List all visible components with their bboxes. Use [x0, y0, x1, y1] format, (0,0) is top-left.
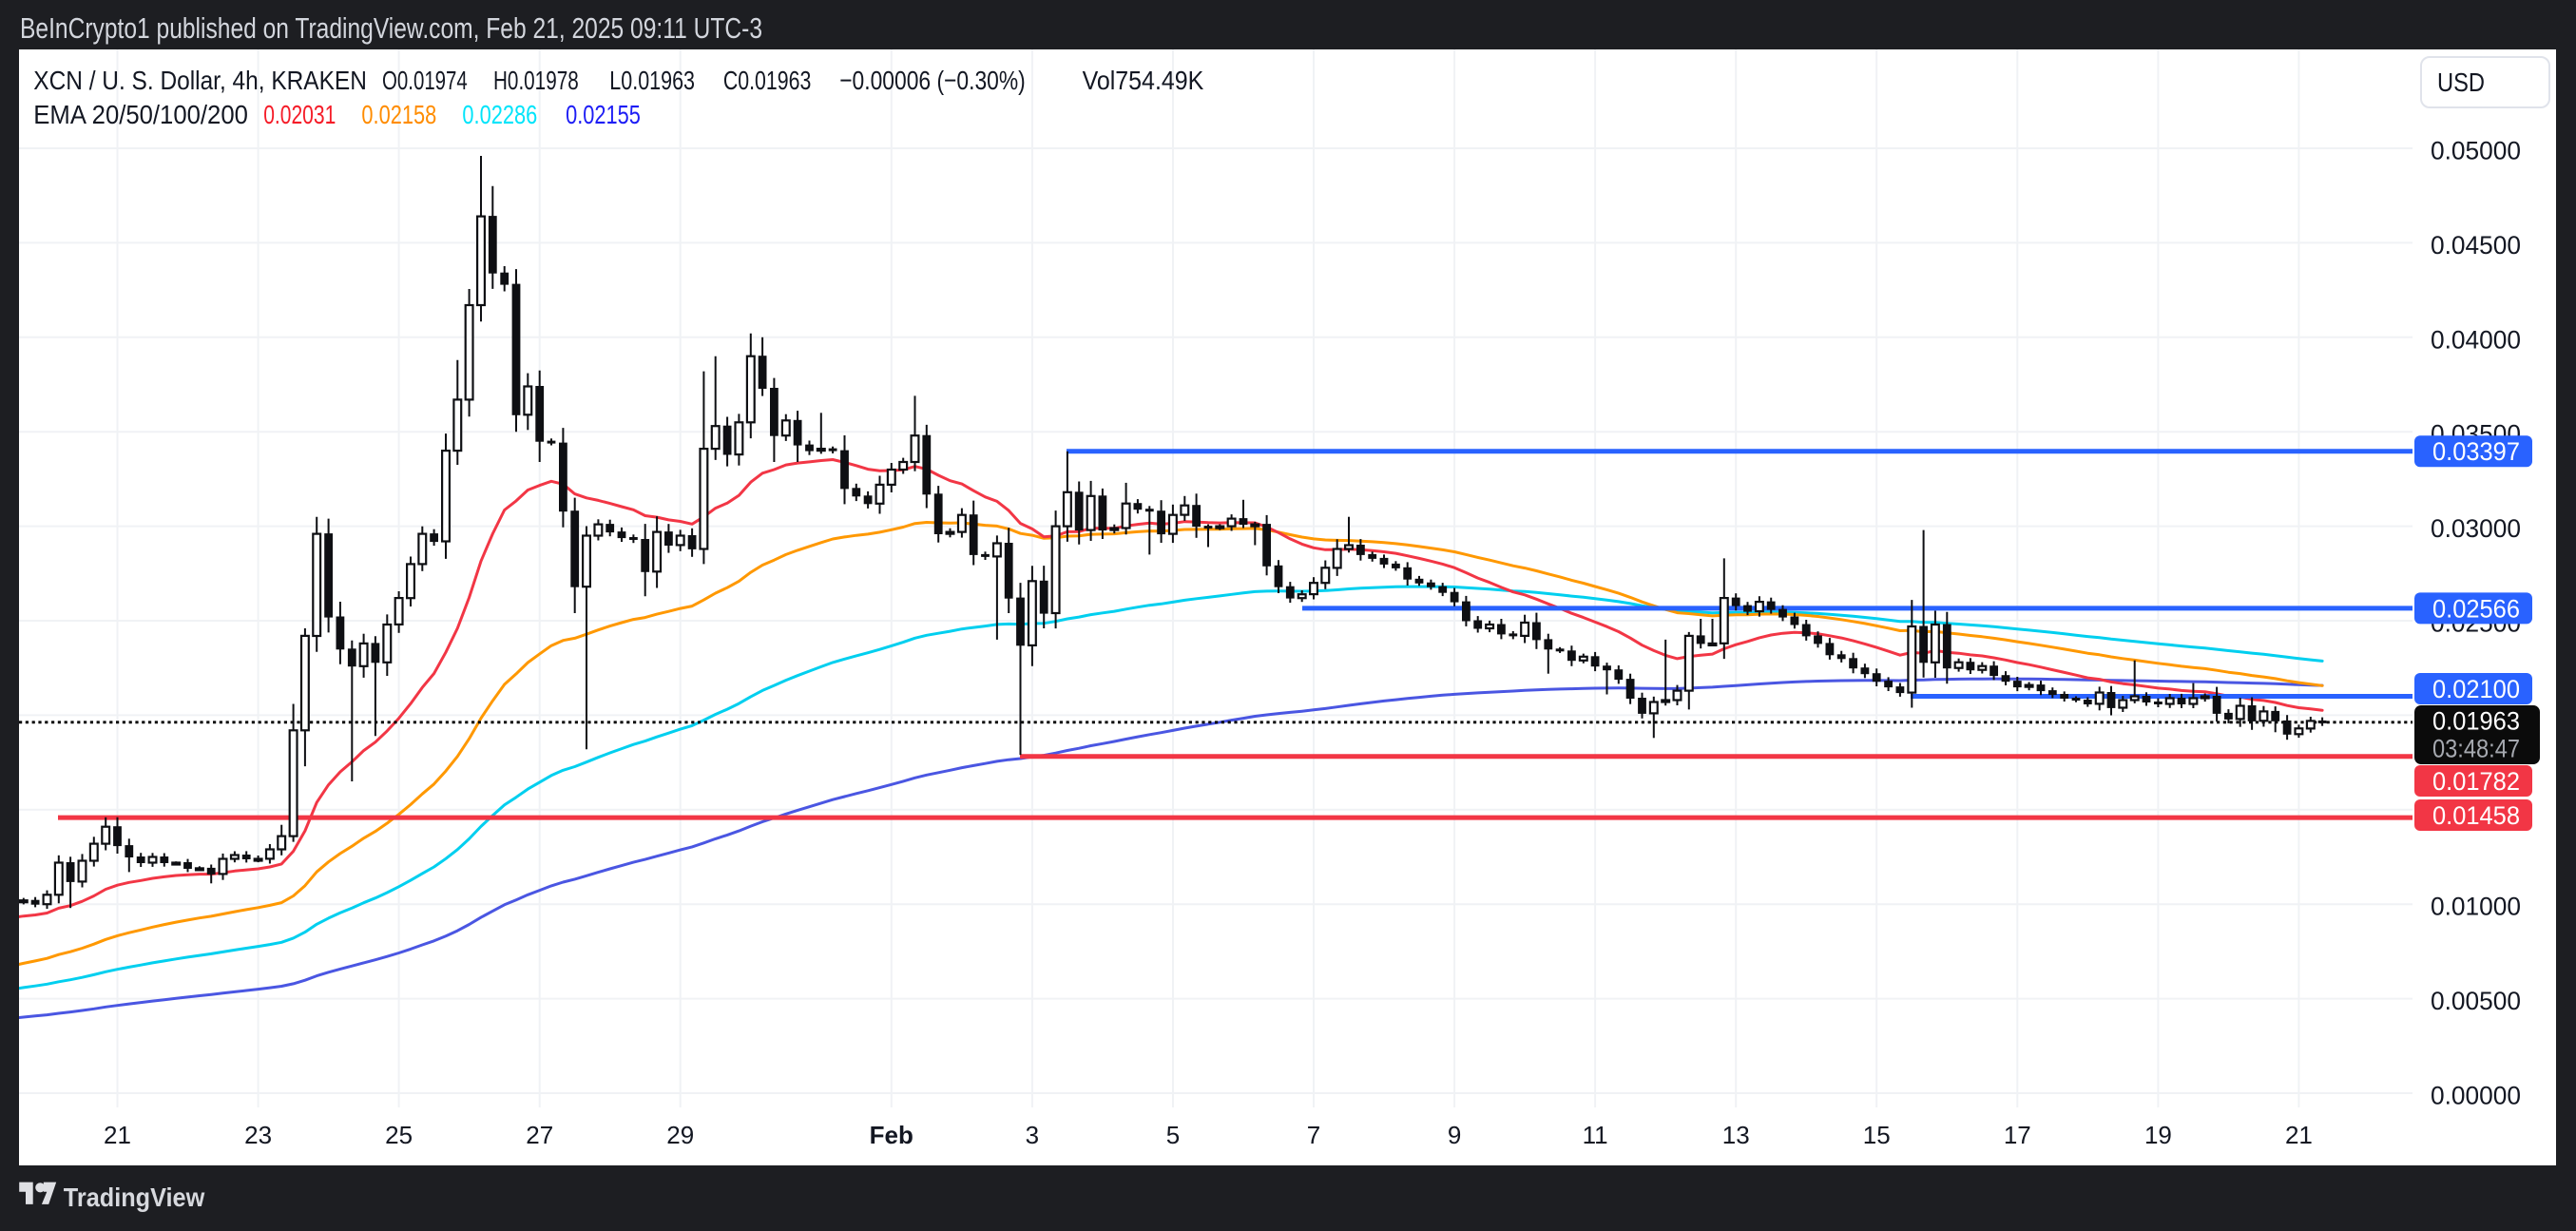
svg-text:H0.01978: H0.01978 [493, 66, 579, 95]
svg-text:5: 5 [1166, 1121, 1180, 1149]
svg-text:0.02100: 0.02100 [2432, 675, 2520, 703]
svg-text:−0.00006 (−0.30%): −0.00006 (−0.30%) [839, 66, 1026, 95]
svg-text:0.02158: 0.02158 [361, 100, 436, 129]
svg-text:21: 21 [104, 1121, 131, 1149]
svg-text:0.02286: 0.02286 [462, 100, 537, 129]
svg-text:9: 9 [1448, 1121, 1461, 1149]
svg-text:3: 3 [1026, 1121, 1039, 1149]
svg-text:13: 13 [1722, 1121, 1750, 1149]
svg-text:XCN / U. S. Dollar, 4h, KRAKEN: XCN / U. S. Dollar, 4h, KRAKEN [33, 66, 367, 95]
svg-text:19: 19 [2144, 1121, 2172, 1149]
svg-text:0.02155: 0.02155 [566, 100, 641, 129]
svg-text:0.00000: 0.00000 [2431, 1082, 2521, 1110]
svg-text:29: 29 [666, 1121, 694, 1149]
svg-text:0.01000: 0.01000 [2431, 893, 2521, 921]
svg-text:Feb: Feb [870, 1121, 913, 1149]
svg-text:0.03397: 0.03397 [2432, 437, 2520, 466]
svg-text:0.02031: 0.02031 [263, 100, 336, 129]
svg-text:7: 7 [1307, 1121, 1320, 1149]
svg-text:0.01963: 0.01963 [2432, 707, 2520, 736]
svg-text:25: 25 [385, 1121, 413, 1149]
svg-text:17: 17 [2004, 1121, 2031, 1149]
svg-text:TradingView: TradingView [64, 1183, 205, 1212]
svg-text:BeInCrypto1 published on Tradi: BeInCrypto1 published on TradingView.com… [20, 11, 762, 45]
svg-text:21: 21 [2285, 1121, 2313, 1149]
svg-text:O0.01974: O0.01974 [382, 66, 468, 95]
svg-text:15: 15 [1863, 1121, 1891, 1149]
svg-text:L0.01963: L0.01963 [609, 66, 695, 95]
svg-text:0.01782: 0.01782 [2432, 767, 2520, 796]
svg-text:03:48:47: 03:48:47 [2432, 735, 2520, 763]
svg-text:11: 11 [1583, 1121, 1608, 1149]
svg-text:0.04500: 0.04500 [2431, 231, 2521, 260]
svg-text:C0.01963: C0.01963 [723, 66, 811, 95]
svg-text:0.02566: 0.02566 [2432, 594, 2520, 623]
svg-text:23: 23 [244, 1121, 272, 1149]
svg-text:0.00500: 0.00500 [2431, 987, 2521, 1015]
svg-text:27: 27 [526, 1121, 553, 1149]
svg-text:Vol754.49K: Vol754.49K [1083, 66, 1204, 95]
svg-text:0.01458: 0.01458 [2432, 801, 2520, 830]
svg-text:USD: USD [2437, 67, 2485, 97]
svg-text:0.05000: 0.05000 [2431, 137, 2521, 165]
svg-text:EMA 20/50/100/200: EMA 20/50/100/200 [33, 100, 248, 129]
svg-text:0.03000: 0.03000 [2431, 514, 2521, 543]
svg-text:0.04000: 0.04000 [2431, 325, 2521, 354]
